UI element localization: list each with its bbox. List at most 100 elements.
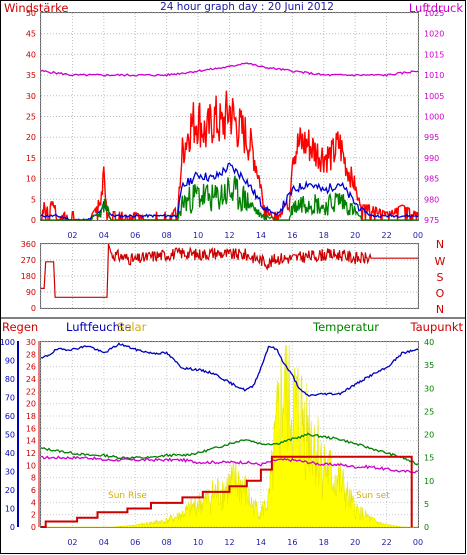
scale-tick-label: 30 — [26, 338, 36, 347]
direction-tick-label: 90 — [26, 288, 36, 297]
series-solar — [41, 345, 418, 528]
wind-tick-label: 0 — [31, 216, 36, 225]
rain-axis-title: Regen — [2, 320, 38, 334]
x-tick-label: 06 — [130, 231, 140, 240]
scale-tick-label: 0 — [31, 523, 36, 532]
wind-pressure-panel: Windstärke 24 hour graph day : 20 Juni 2… — [4, 1, 463, 240]
x-tick-label: 06 — [130, 538, 140, 547]
scale-tick-label: 12 — [26, 449, 36, 458]
x-tick-label: 18 — [319, 538, 329, 547]
compass-tick-label: S — [437, 271, 444, 284]
pressure-axis-ticks: 975 980 985 990 995 1000 1005 1010 1015 1020 1025 — [424, 9, 444, 225]
compass-tick-label: N — [436, 303, 444, 316]
series-rain — [41, 455, 413, 528]
pressure-tick-label: 990 — [424, 154, 439, 163]
temperature-tick-label: 40 — [424, 338, 434, 347]
x-tick-label: 14 — [256, 538, 266, 547]
compass-tick-label: O — [436, 287, 445, 300]
x-tick-label: 00 — [413, 231, 423, 240]
scale-tick-label: 6 — [31, 486, 36, 495]
x-tick-label: 20 — [350, 538, 360, 547]
temperature-axis-title: Temperatur — [312, 320, 379, 334]
series-pressure — [40, 62, 419, 77]
x-tick-label: 22 — [381, 231, 391, 240]
x-tick-label: 20 — [350, 231, 360, 240]
temperature-tick-label: 0 — [424, 523, 429, 532]
x-tick-label: 08 — [162, 538, 172, 547]
scale-tick-label: 26 — [26, 363, 36, 372]
x-tick-label: 16 — [287, 538, 297, 547]
wind-tick-label: 35 — [26, 71, 36, 80]
direction-tick-label: 360 — [21, 240, 36, 249]
temperature-tick-label: 35 — [424, 361, 434, 370]
solar-axis-title: Solar — [117, 320, 147, 334]
x-tick-label: 14 — [256, 231, 266, 240]
x-tick-label: 12 — [224, 538, 234, 547]
x-tick-label: 02 — [67, 538, 77, 547]
temperature-axis-ticks: 0 5 10 15 20 25 30 35 40 — [424, 338, 434, 532]
direction-axis-ticks: 0 90 180 270 360 — [21, 240, 36, 313]
pressure-tick-label: 1000 — [424, 113, 444, 122]
scale-tick-label: 18 — [26, 412, 36, 421]
series-gust — [41, 90, 419, 221]
pressure-tick-label: 1020 — [424, 30, 444, 39]
temperature-tick-label: 15 — [424, 454, 434, 463]
wind-tick-label: 10 — [26, 175, 36, 184]
pressure-tick-label: 980 — [424, 195, 439, 204]
x-axis-ticks-wind: 02 04 06 08 10 12 14 16 18 20 22 00 — [67, 231, 423, 240]
x-tick-label: 16 — [287, 231, 297, 240]
humidity-tick-label: 80 — [5, 375, 15, 384]
wind-tick-label: 5 — [31, 195, 36, 204]
humidity-tick-label: 70 — [5, 394, 15, 403]
x-tick-label: 18 — [319, 231, 329, 240]
temperature-tick-label: 10 — [424, 477, 434, 486]
pressure-tick-label: 995 — [424, 133, 439, 142]
x-tick-label: 22 — [381, 538, 391, 547]
wind-tick-label: 15 — [26, 154, 36, 163]
humidity-tick-label: 50 — [5, 431, 15, 440]
wind-tick-label: 25 — [26, 113, 36, 122]
x-tick-label: 04 — [99, 538, 109, 547]
humidity-tick-label: 100 — [0, 338, 15, 347]
temperature-tick-label: 30 — [424, 384, 434, 393]
series-dewpoint — [41, 455, 419, 474]
sunrise-annotation: Sun Rise — [108, 491, 147, 501]
direction-tick-label: 0 — [31, 304, 36, 313]
humidity-axis-ticks: 0 10 20 30 40 50 60 70 80 90 100 — [0, 338, 15, 532]
climate-panel: Regen Luftfeuchte Solar Temperatur Taupu… — [0, 320, 463, 547]
chart-title: 24 hour graph day : 20 Juni 2012 — [160, 1, 334, 13]
sunset-annotation: Sun set — [356, 491, 390, 501]
temperature-tick-label: 20 — [424, 431, 434, 440]
pressure-tick-label: 985 — [424, 175, 439, 184]
scale-tick-label: 8 — [31, 474, 36, 483]
x-axis-ticks-climate: 02 04 06 08 10 12 14 16 18 20 22 00 — [67, 538, 423, 547]
scale-tick-label: 14 — [26, 437, 36, 446]
series-direction — [41, 243, 418, 298]
wind-tick-label: 40 — [26, 50, 36, 59]
temperature-tick-label: 25 — [424, 407, 434, 416]
compass-tick-label: W — [435, 255, 446, 268]
x-tick-label: 12 — [224, 231, 234, 240]
x-tick-label: 02 — [67, 231, 77, 240]
pressure-axis-title: Luftdruck — [409, 1, 463, 15]
wind-axis-title: Windstärke — [4, 1, 69, 15]
scale-tick-label: 16 — [26, 424, 36, 433]
series-temperature — [40, 432, 419, 466]
temperature-tick-label: 5 — [424, 500, 429, 509]
pressure-tick-label: 975 — [424, 216, 439, 225]
wind-tick-label: 30 — [26, 92, 36, 101]
x-tick-label: 10 — [193, 231, 203, 240]
pressure-tick-label: 1010 — [424, 71, 444, 80]
series-mean — [40, 162, 419, 221]
wind-tick-label: 20 — [26, 133, 36, 142]
dewpoint-axis-title: Taupunkt — [409, 320, 463, 334]
series-base — [41, 175, 418, 221]
compass-tick-label: N — [436, 238, 444, 251]
scale-tick-label: 24 — [26, 375, 36, 384]
wind-axis-ticks: 0 5 10 15 20 25 30 35 40 45 50 — [26, 9, 36, 225]
